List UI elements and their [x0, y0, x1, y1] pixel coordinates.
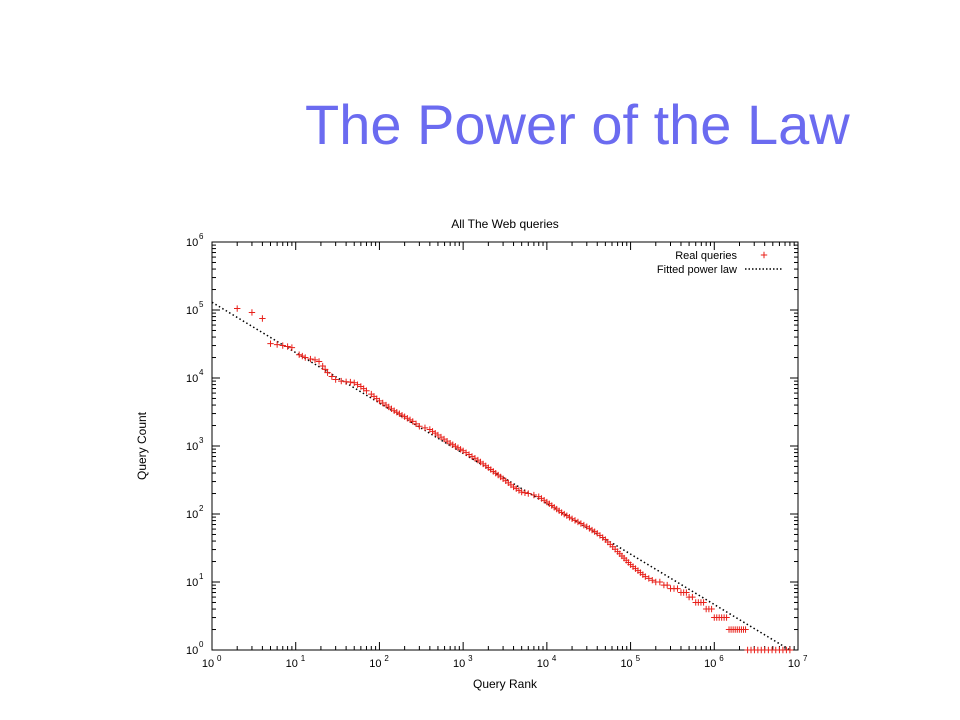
- real-query-point: [683, 589, 690, 596]
- real-query-point: [319, 362, 326, 370]
- x-tick-label: 10: [202, 658, 214, 670]
- real-query-point: [248, 309, 256, 316]
- y-tick-label: 10: [186, 373, 198, 385]
- real-query-point: [284, 343, 291, 350]
- real-query-point: [324, 369, 331, 376]
- x-tick-label: 10: [620, 658, 632, 670]
- legend: Real queries Fitted power law: [657, 250, 783, 276]
- y-tick-exponent: 4: [199, 368, 204, 377]
- real-query-point: [328, 373, 336, 380]
- real-query-point: [363, 387, 370, 394]
- x-tick-label: 10: [704, 658, 716, 670]
- chart-title: All The Web queries: [451, 217, 559, 231]
- y-tick-exponent: 6: [199, 232, 204, 241]
- real-query-point: [376, 397, 383, 405]
- real-query-point: [580, 521, 588, 529]
- x-tick-exponent: 3: [468, 654, 473, 663]
- real-query-point: [307, 355, 314, 363]
- real-query-point: [525, 490, 532, 497]
- y-tick-exponent: 5: [199, 300, 204, 309]
- real-query-point: [689, 593, 696, 601]
- real-query-point: [574, 518, 582, 526]
- real-query-point: [530, 491, 538, 499]
- real-query-point: [645, 575, 652, 582]
- real-query-point: [295, 351, 303, 358]
- x-tick-label: 10: [788, 658, 800, 670]
- y-tick-label: 10: [186, 509, 198, 521]
- legend-plus-marker: [760, 251, 768, 259]
- real-query-point: [299, 352, 306, 360]
- real-query-point: [273, 341, 281, 348]
- real-query-point: [354, 381, 361, 388]
- real-query-point: [521, 489, 529, 497]
- real-query-point: [332, 376, 339, 383]
- x-tick-label: 10: [453, 658, 465, 670]
- y-tick-exponent: 2: [199, 504, 204, 513]
- real-query-point: [518, 488, 525, 496]
- real-query-point: [288, 344, 296, 351]
- y-tick-exponent: 3: [199, 436, 204, 445]
- x-axis-label: Query Rank: [473, 677, 538, 691]
- legend-marker-real-queries: [760, 251, 768, 259]
- x-tick-exponent: 5: [636, 654, 641, 663]
- x-tick-exponent: 0: [217, 654, 222, 663]
- real-query-point: [568, 515, 576, 522]
- real-query-point: [406, 416, 414, 424]
- real-query-point: [267, 340, 274, 347]
- real-query-point: [279, 342, 286, 349]
- real-query-point: [649, 577, 656, 584]
- y-tick-label: 10: [186, 577, 198, 589]
- x-tick-exponent: 6: [719, 654, 724, 663]
- real-query-point: [347, 378, 354, 386]
- y-tick-exponent: 0: [199, 640, 204, 649]
- real-query-point: [315, 358, 323, 365]
- real-query-point: [708, 605, 715, 613]
- real-query-point: [700, 599, 707, 606]
- real-query-point: [311, 356, 319, 364]
- x-axis-ticks: 10 0 10 1 10 2 10 3 10 4 10 5 10 6 10 7: [202, 242, 808, 670]
- y-axis-label: Query Count: [135, 411, 149, 480]
- real-query-point: [416, 423, 423, 430]
- legend-label-real-queries: Real queries: [675, 250, 737, 262]
- y-tick-label: 10: [186, 237, 198, 249]
- plot-frame: [211, 241, 799, 651]
- x-tick-label: 10: [286, 658, 298, 670]
- real-query-point: [642, 573, 649, 580]
- x-tick-label: 10: [537, 658, 549, 670]
- x-tick-exponent: 4: [552, 654, 557, 663]
- real-query-point: [401, 413, 408, 420]
- real-query-point: [421, 424, 429, 432]
- real-query-point: [742, 626, 749, 633]
- legend-label-fitted-power-law: Fitted power law: [657, 264, 737, 276]
- real-query-point: [351, 379, 358, 386]
- real-query-point: [379, 399, 386, 407]
- x-tick-exponent: 7: [803, 654, 808, 663]
- real-query-point: [234, 305, 241, 312]
- real-query-point: [302, 354, 309, 361]
- real-query-point: [571, 517, 579, 524]
- real-query-point: [674, 585, 681, 592]
- slide-title: The Power of the Law: [305, 93, 850, 156]
- real-query-point: [259, 315, 266, 322]
- real-query-point: [409, 418, 416, 425]
- real-query-point: [663, 581, 671, 589]
- real-query-point: [412, 420, 420, 428]
- real-query-point: [338, 377, 345, 385]
- real-query-point: [723, 614, 730, 621]
- y-tick-label: 10: [186, 441, 198, 453]
- x-tick-label: 10: [369, 658, 381, 670]
- x-tick-exponent: 1: [301, 654, 306, 663]
- x-tick-exponent: 2: [384, 654, 389, 663]
- y-tick-label: 10: [186, 645, 198, 657]
- y-tick-exponent: 1: [199, 572, 204, 581]
- real-queries-markers: [234, 305, 794, 654]
- real-query-point: [404, 415, 411, 422]
- real-query-point: [577, 520, 585, 527]
- real-query-point: [656, 578, 664, 586]
- real-query-point: [786, 646, 794, 654]
- real-query-point: [321, 366, 329, 373]
- y-tick-label: 10: [186, 305, 198, 317]
